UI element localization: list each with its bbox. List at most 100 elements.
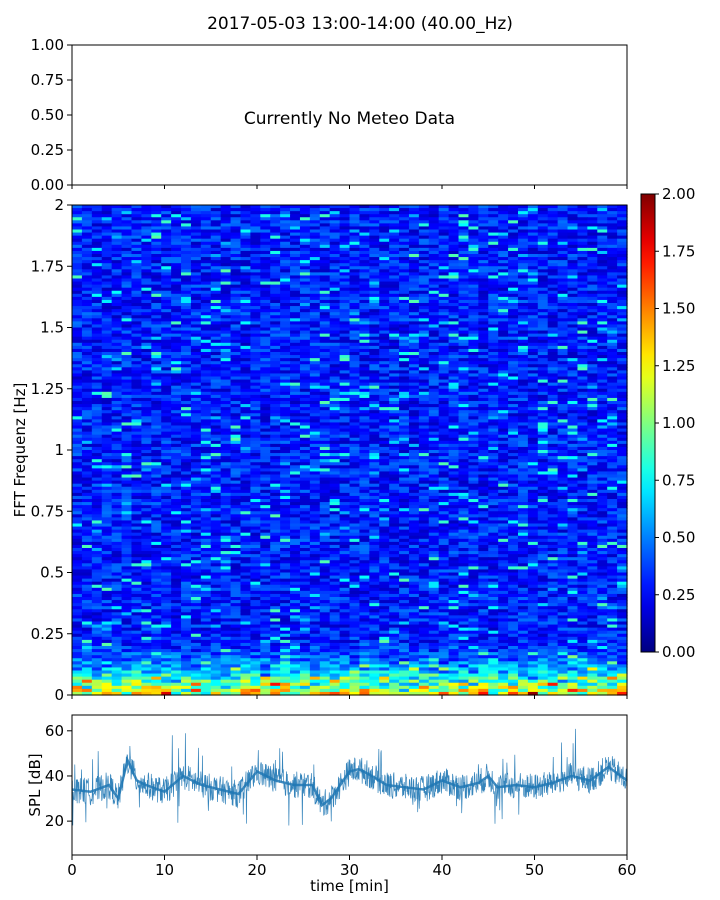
spectrogram-cell: [131, 254, 142, 258]
spectrogram-cell: [508, 260, 519, 264]
spectrogram-cell: [617, 443, 628, 448]
spectrogram-cell: [81, 217, 93, 221]
spectrogram-cell: [280, 290, 291, 295]
spectrogram-cell: [200, 226, 212, 231]
spectrogram-cell: [389, 376, 400, 381]
spectrogram-cell: [141, 388, 152, 393]
spectrogram-cell: [537, 318, 549, 322]
spectrogram-cell: [240, 241, 251, 246]
spectrogram-cell: [240, 376, 251, 381]
spectrogram-cell: [399, 382, 410, 387]
spectrogram-cell: [290, 254, 301, 258]
spectrogram-cell: [250, 397, 261, 402]
spectrogram-cell: [91, 315, 103, 319]
spectrogram-cell: [91, 345, 103, 350]
spectrogram-cell: [260, 355, 271, 359]
spectrogram-cell: [250, 419, 261, 424]
spectrogram-cell: [537, 358, 549, 362]
spectrogram-cell: [389, 345, 400, 350]
spectrogram-cell: [567, 431, 579, 436]
spectrogram-cell: [151, 459, 162, 463]
spectrogram-cell: [230, 293, 242, 298]
spectrogram-cell: [151, 208, 162, 212]
spectrogram-cell: [498, 456, 509, 460]
spectrogram-cell: [91, 293, 103, 298]
spectrogram-cell: [111, 465, 123, 469]
spectrogram-cell: [498, 309, 509, 313]
spectrogram-cell: [607, 211, 618, 215]
spectrogram-cell: [280, 339, 291, 344]
spectrogram-cell: [111, 453, 123, 457]
spectrogram-cell: [111, 330, 123, 335]
spectrogram-cell: [567, 333, 579, 338]
spectrogram-cell: [379, 434, 390, 439]
spectrogram-cell: [428, 437, 440, 442]
spectrogram-cell: [81, 453, 93, 457]
spectrogram-cell: [181, 205, 192, 209]
spectrogram-cell: [468, 394, 479, 399]
spectrogram-cell: [200, 247, 212, 252]
spectrogram-cell: [91, 465, 103, 469]
spectrogram-cell: [250, 232, 261, 237]
spectrogram-cell: [587, 348, 598, 353]
spectrogram-cell: [389, 453, 400, 457]
spectrogram-cell: [567, 303, 579, 307]
spectrogram-cell: [468, 397, 479, 402]
spectrogram-cell: [607, 241, 618, 246]
spectrogram-cell: [607, 235, 618, 240]
spectrogram-cell: [557, 263, 569, 267]
spectrogram-cell: [379, 388, 390, 393]
spectrogram-cell: [468, 462, 479, 466]
spectrogram-cell: [210, 266, 222, 270]
spectrogram-cell: [141, 443, 152, 448]
spectrogram-cell: [161, 226, 172, 231]
spectrogram-cell: [498, 431, 509, 436]
spectrogram-cell: [458, 348, 470, 353]
spectrogram-cell: [91, 456, 103, 460]
spectrogram-cell: [290, 247, 301, 252]
spectrogram-cell: [547, 330, 559, 335]
spectrogram-cell: [458, 333, 470, 338]
spectrogram-cell: [508, 235, 519, 240]
spectrogram-cell: [220, 397, 232, 402]
spectrogram-cell: [577, 312, 588, 316]
spectrogram-cell: [438, 388, 450, 393]
spectrogram-cell: [448, 422, 460, 427]
spectrogram-cell: [111, 450, 123, 454]
spectrogram-cell: [329, 266, 341, 270]
spectrogram-cell: [121, 471, 133, 476]
spectrogram-cell: [230, 330, 242, 335]
spectrogram-cell: [488, 284, 499, 289]
spectrogram-cell: [408, 459, 420, 463]
spectrogram-cell: [220, 315, 232, 319]
spectrogram-cell: [131, 397, 142, 402]
spectrogram-cell: [557, 229, 569, 234]
spectrogram-cell: [72, 364, 83, 368]
spectrogram-cell: [141, 238, 152, 243]
spectrogram-cell: [587, 220, 598, 224]
spectrogram-cell: [408, 309, 420, 313]
spectrogram-cell: [121, 419, 133, 424]
spectrogram-cell: [329, 471, 341, 476]
spectrogram-cell: [151, 379, 162, 384]
spectrogram-cell: [290, 348, 301, 353]
spectrogram-cell: [607, 370, 618, 375]
spectrogram-cell: [399, 247, 410, 252]
spectrogram-cell: [577, 315, 588, 319]
spectrogram-cell: [389, 462, 400, 466]
spectrogram-cell: [101, 434, 113, 439]
spectrogram-cell: [240, 352, 251, 356]
spectrogram-cell: [151, 278, 162, 283]
spectrogram-cell: [230, 459, 242, 463]
spectrogram-cell: [190, 315, 202, 319]
spectrogram-cell: [359, 382, 370, 387]
spectrogram-cell: [359, 440, 370, 445]
spectrogram-cell: [389, 309, 400, 313]
spectrogram-cell: [418, 336, 430, 341]
spectrogram-cell: [121, 250, 133, 255]
spectrogram-cell: [488, 471, 499, 476]
spectrogram-cell: [161, 303, 172, 307]
spectrogram-cell: [240, 345, 251, 350]
spectrogram-cell: [329, 367, 341, 371]
spectrogram-cell: [498, 303, 509, 307]
